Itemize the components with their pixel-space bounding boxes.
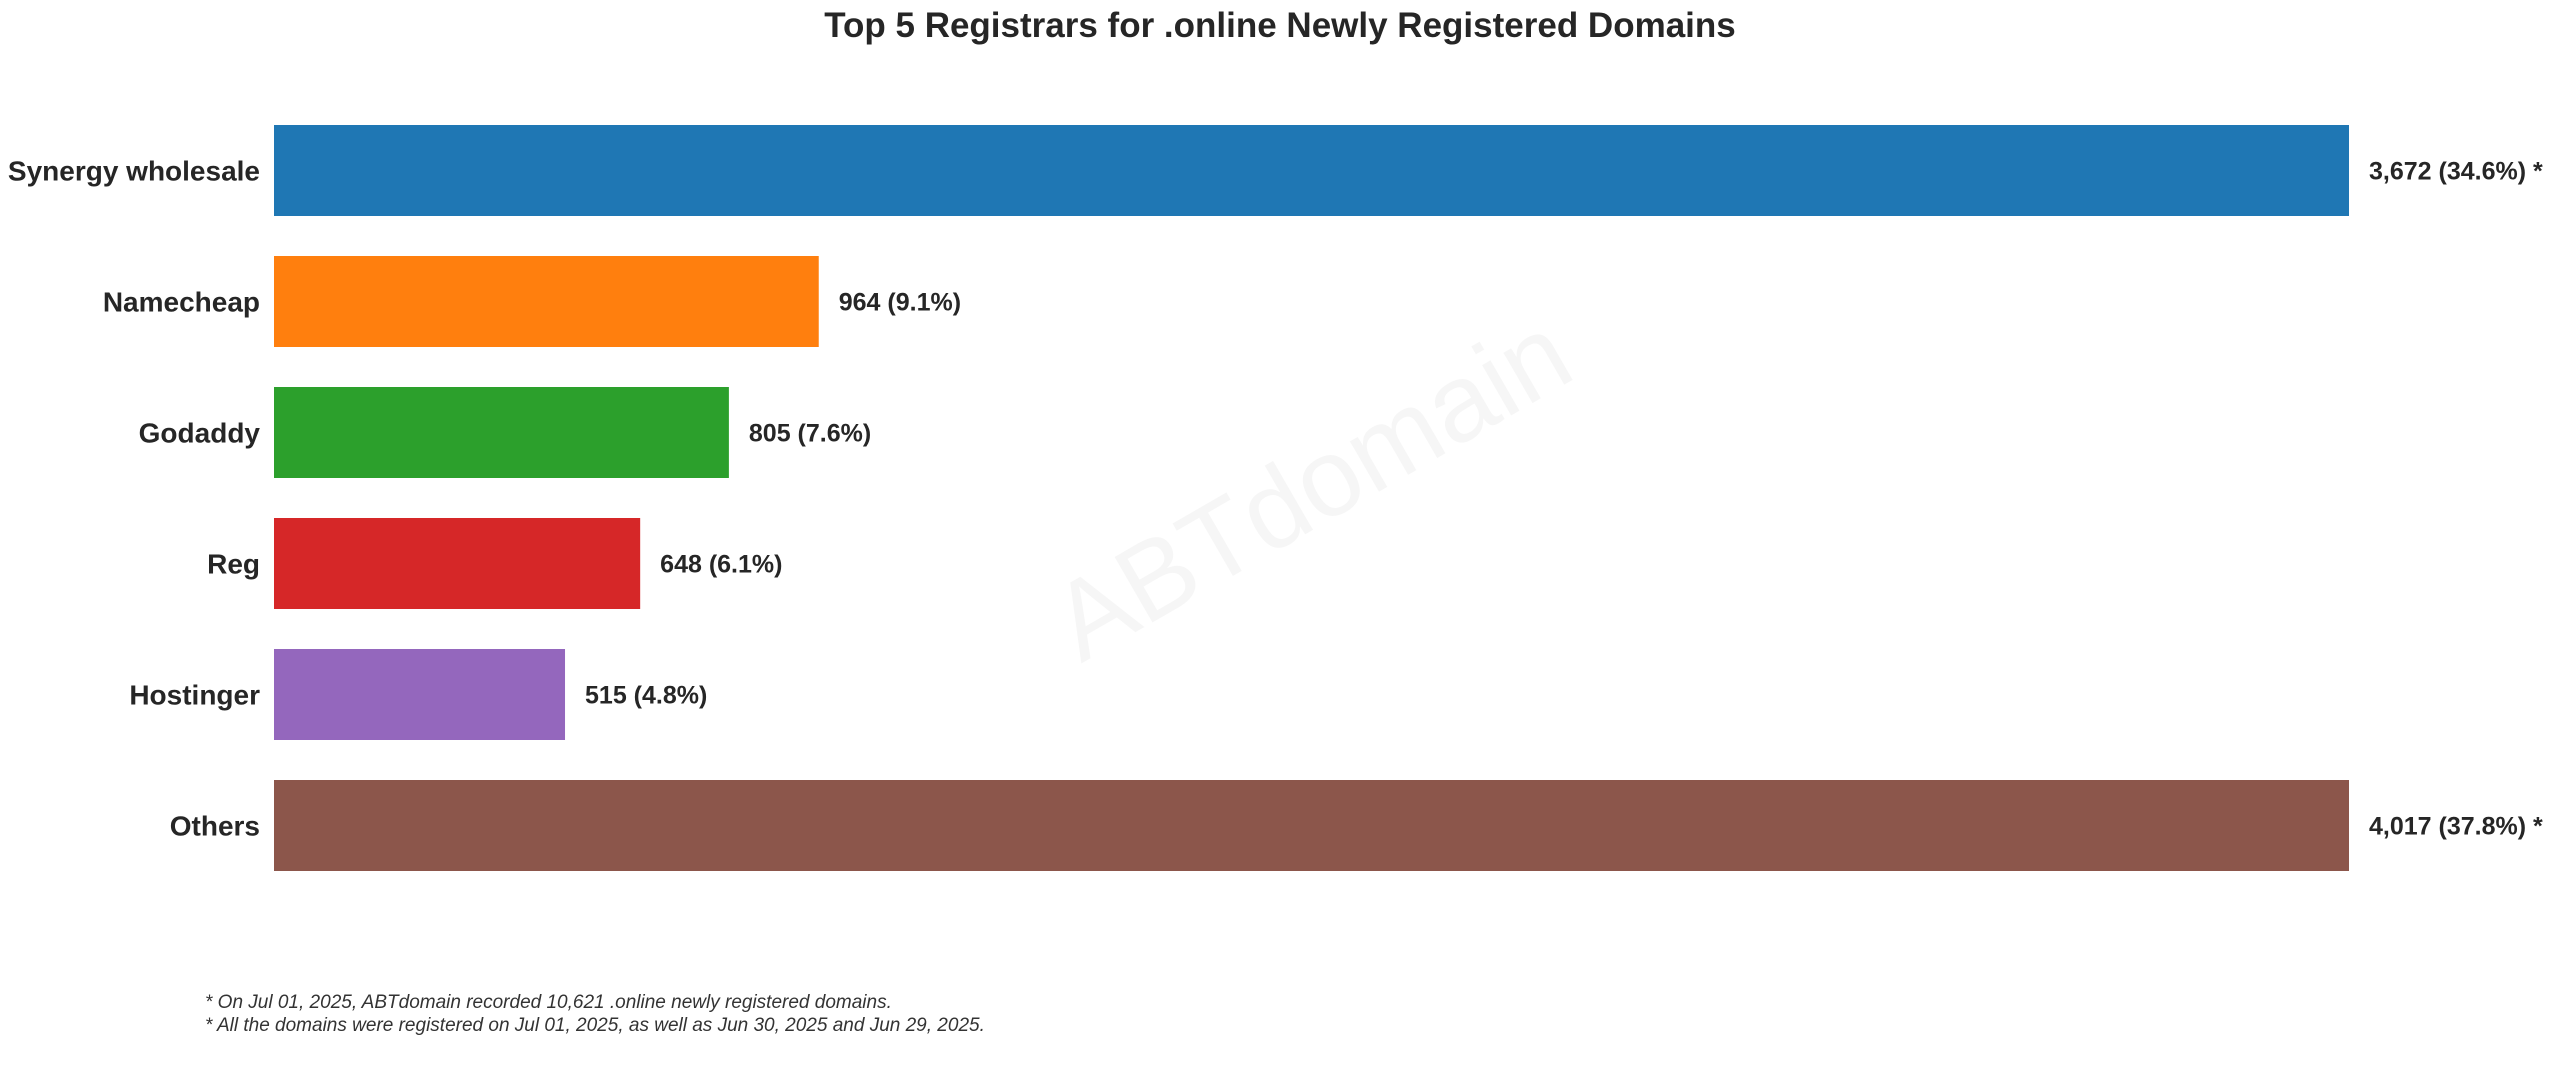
- bar-reg: [274, 518, 641, 609]
- bar-godaddy: [274, 387, 729, 478]
- value-label-others: 4,017 (37.8%) *: [2369, 813, 2543, 841]
- value-label-godaddy: 805 (7.6%): [749, 420, 871, 448]
- chart-title: Top 5 Registrars for .online Newly Regis…: [824, 6, 1736, 45]
- bars: [274, 125, 2349, 871]
- footnote: * All the domains were registered on Jul…: [205, 1015, 985, 1036]
- bar-namecheap: [274, 256, 819, 347]
- bar-others: [274, 780, 2349, 871]
- category-label-namecheap: Namecheap: [103, 287, 260, 318]
- value-label-namecheap: 964 (9.1%): [839, 289, 961, 317]
- category-label-hostinger: Hostinger: [129, 680, 260, 711]
- category-label-godaddy: Godaddy: [139, 418, 261, 449]
- category-labels: Synergy wholesale Namecheap Godaddy Reg Host…: [8, 156, 261, 842]
- value-labels: 3,672 (34.6%) * 964 (9.1%) 805 (7.6%) 648 (…: [585, 158, 2543, 841]
- value-label-hostinger: 515 (4.8%): [585, 682, 707, 710]
- value-label-reg: 648 (6.1%): [660, 551, 782, 579]
- footnotes: * On Jul 01, 2025, ABTdomain recorded 10…: [205, 991, 985, 1037]
- bar-hostinger: [274, 649, 566, 740]
- value-label-synergy-wholesale: 3,672 (34.6%) *: [2369, 158, 2543, 186]
- category-label-reg: Reg: [207, 549, 260, 580]
- footnote: * On Jul 01, 2025, ABTdomain recorded 10…: [205, 992, 892, 1013]
- category-label-synergy-wholesale: Synergy wholesale: [8, 156, 260, 187]
- bar-synergy-wholesale: [274, 125, 2349, 216]
- category-label-others: Others: [170, 811, 260, 842]
- watermark: ABTdomain: [1032, 291, 1591, 685]
- watermark-text: ABTdomain: [1032, 291, 1591, 685]
